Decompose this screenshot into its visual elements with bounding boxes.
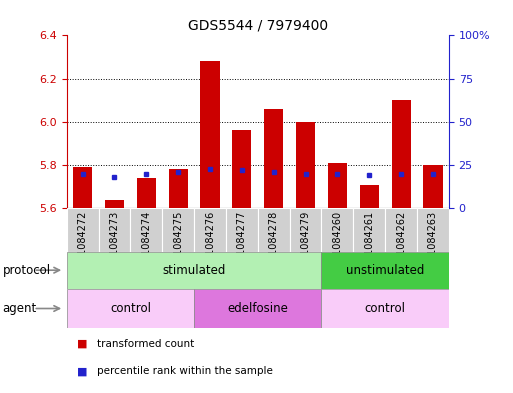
Bar — [194, 208, 226, 252]
Bar — [353, 208, 385, 252]
Bar — [264, 109, 283, 208]
Bar — [322, 252, 449, 289]
Text: ■: ■ — [77, 366, 87, 376]
Text: GSM1084261: GSM1084261 — [364, 211, 374, 275]
Text: GSM1084279: GSM1084279 — [301, 211, 310, 276]
Title: GDS5544 / 7979400: GDS5544 / 7979400 — [188, 19, 328, 33]
Text: GSM1084262: GSM1084262 — [396, 211, 406, 276]
Text: ■: ■ — [77, 339, 87, 349]
Text: GSM1084277: GSM1084277 — [237, 211, 247, 276]
Bar — [296, 122, 315, 208]
Bar — [98, 208, 130, 252]
Text: control: control — [110, 302, 151, 315]
Bar — [130, 208, 162, 252]
Text: GSM1084276: GSM1084276 — [205, 211, 215, 276]
Bar — [73, 167, 92, 208]
Bar — [67, 252, 322, 289]
Bar — [232, 130, 251, 208]
Bar — [105, 200, 124, 208]
Text: edelfosine: edelfosine — [227, 302, 288, 315]
Bar — [328, 163, 347, 208]
Bar — [385, 208, 417, 252]
Bar — [137, 178, 156, 208]
Bar — [322, 208, 353, 252]
Text: GSM1084278: GSM1084278 — [269, 211, 279, 276]
Text: GSM1084275: GSM1084275 — [173, 211, 183, 276]
Text: GSM1084274: GSM1084274 — [141, 211, 151, 276]
Bar — [67, 208, 98, 252]
Bar — [67, 289, 194, 328]
Bar — [423, 165, 443, 208]
Bar — [226, 208, 258, 252]
Bar — [290, 208, 322, 252]
Bar — [162, 208, 194, 252]
Text: unstimulated: unstimulated — [346, 264, 424, 277]
Bar — [417, 208, 449, 252]
Text: protocol: protocol — [3, 264, 51, 277]
Bar — [322, 289, 449, 328]
Text: GSM1084263: GSM1084263 — [428, 211, 438, 275]
Text: agent: agent — [3, 302, 37, 315]
Text: GSM1084273: GSM1084273 — [109, 211, 120, 276]
Text: GSM1084260: GSM1084260 — [332, 211, 342, 275]
Text: control: control — [365, 302, 406, 315]
Bar — [360, 185, 379, 208]
Bar — [169, 169, 188, 208]
Text: percentile rank within the sample: percentile rank within the sample — [97, 366, 273, 376]
Bar — [194, 289, 322, 328]
Text: transformed count: transformed count — [97, 339, 195, 349]
Bar — [391, 100, 410, 208]
Text: GSM1084272: GSM1084272 — [77, 211, 88, 276]
Bar — [258, 208, 290, 252]
Bar — [201, 61, 220, 208]
Text: stimulated: stimulated — [163, 264, 226, 277]
